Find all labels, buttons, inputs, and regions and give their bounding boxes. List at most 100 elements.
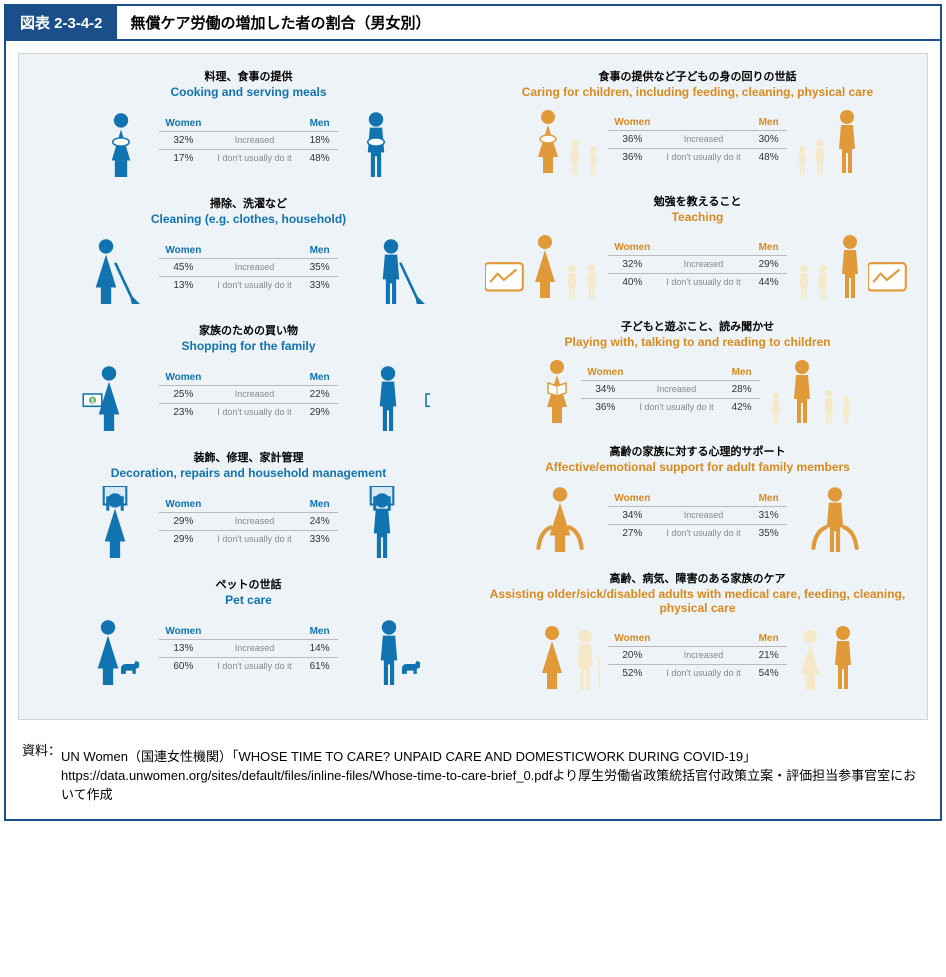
women-dont: 29% (159, 530, 207, 548)
row-increased: Increased (207, 639, 301, 657)
men-increased: 24% (302, 512, 338, 530)
col-men: Men (302, 370, 338, 386)
men-increased: 28% (724, 380, 760, 398)
row-dont: I don't usually do it (656, 273, 750, 291)
col-men: Men (302, 624, 338, 640)
col-women: Women (608, 631, 656, 647)
col-women: Women (159, 624, 207, 640)
panel-title-en: Playing with, talking to and reading to … (478, 335, 917, 349)
panel-title-en: Pet care (29, 593, 468, 607)
data-table: WomenMen 34%Increased31% 27%I don't usua… (608, 491, 786, 542)
panel-repair: 装飾、修理、家計管理 Decoration, repairs and house… (29, 449, 468, 558)
panel-title-en: Affective/emotional support for adult fa… (478, 460, 917, 474)
row-dont: I don't usually do it (207, 276, 301, 294)
pictogram-men-icon: $ (346, 359, 430, 431)
panel-title-en: Teaching (478, 210, 917, 224)
women-dont: 17% (159, 149, 207, 167)
women-increased: 25% (159, 385, 207, 403)
women-increased: 36% (608, 130, 656, 148)
women-increased: 13% (159, 639, 207, 657)
data-table: WomenMen 34%Increased28% 36%I don't usua… (581, 365, 759, 416)
pictogram-men-icon (795, 230, 910, 300)
panel-title-jp: 装飾、修理、家計管理 (29, 449, 468, 465)
figure-titlebar: 図表 2-3-4-2 無償ケア労働の増加した者の割合（男女別） (6, 6, 940, 41)
pictogram-men-icon (795, 480, 875, 552)
men-increased: 14% (302, 639, 338, 657)
panel-title-jp: 家族のための買い物 (29, 322, 468, 338)
row-increased: Increased (207, 512, 301, 530)
women-increased: 32% (608, 255, 656, 273)
panel-title-jp: ペットの世話 (29, 576, 468, 592)
women-increased: 45% (159, 258, 207, 276)
panel-assist: 高齢、病気、障害のある家族のケア Assisting older/sick/di… (478, 570, 917, 691)
pictogram-men-icon (346, 486, 418, 558)
women-dont: 40% (608, 273, 656, 291)
col-women: Women (608, 491, 656, 507)
data-table: WomenMen 45%Increased35% 13%I don't usua… (159, 243, 337, 294)
pictogram-women-icon (65, 613, 151, 685)
panel-title-jp: 料理、食事の提供 (29, 68, 468, 84)
row-dont: I don't usually do it (207, 657, 301, 675)
women-dont: 36% (581, 398, 629, 416)
row-dont: I don't usually do it (656, 148, 750, 166)
panel-play: 子どもと遊ぶこと、読み聞かせ Playing with, talking to … (478, 318, 917, 425)
panel-clean: 掃除、洗濯など Cleaning (e.g. clothes, househol… (29, 195, 468, 304)
source-label: 資料： (22, 742, 61, 805)
figure-number: 図表 2-3-4-2 (6, 6, 117, 39)
women-dont: 23% (159, 403, 207, 421)
women-dont: 36% (608, 148, 656, 166)
col-women: Women (159, 243, 207, 259)
pictogram-women-icon (91, 105, 151, 177)
panel-title-jp: 高齢の家族に対する心理的サポート (478, 443, 917, 459)
men-dont: 48% (751, 148, 787, 166)
panel-title-jp: 高齢、病気、障害のある家族のケア (478, 570, 917, 586)
women-increased: 29% (159, 512, 207, 530)
men-dont: 42% (724, 398, 760, 416)
panel-title-en: Decoration, repairs and household manage… (29, 466, 468, 480)
men-dont: 33% (302, 276, 338, 294)
pictogram-women-icon (61, 232, 151, 304)
row-dont: I don't usually do it (656, 524, 750, 542)
women-dont: 52% (608, 664, 656, 682)
pictogram-men-icon (768, 355, 854, 425)
col-men: Men (751, 240, 787, 256)
row-increased: Increased (656, 130, 750, 148)
data-table: WomenMen 20%Increased21% 52%I don't usua… (608, 631, 786, 682)
row-dont: I don't usually do it (207, 530, 301, 548)
pictogram-women-icon (532, 105, 600, 175)
men-increased: 35% (302, 258, 338, 276)
source-footer: 資料： UN Women（国連女性機関）「WHOSE TIME TO CARE?… (6, 732, 940, 819)
pictogram-women-icon (520, 480, 600, 552)
panel-title-en: Cleaning (e.g. clothes, household) (29, 212, 468, 226)
pictogram-women-icon: $ (67, 359, 151, 431)
data-table: WomenMen 36%Increased30% 36%I don't usua… (608, 115, 786, 166)
panel-title-jp: 食事の提供など子どもの身の回りの世話 (478, 68, 917, 84)
men-dont: 61% (302, 657, 338, 675)
men-dont: 35% (751, 524, 787, 542)
men-increased: 22% (302, 385, 338, 403)
women-increased: 34% (608, 506, 656, 524)
men-dont: 29% (302, 403, 338, 421)
row-increased: Increased (207, 131, 301, 149)
panel-childcare: 食事の提供など子どもの身の回りの世話 Caring for children, … (478, 68, 917, 175)
panel-title-en: Cooking and serving meals (29, 85, 468, 99)
men-dont: 44% (751, 273, 787, 291)
data-table: WomenMen 32%Increased29% 40%I don't usua… (608, 240, 786, 291)
pictogram-men-icon (346, 613, 432, 685)
pictogram-women-icon (536, 621, 600, 691)
women-increased: 20% (608, 646, 656, 664)
row-dont: I don't usually do it (656, 664, 750, 682)
women-increased: 34% (581, 380, 629, 398)
col-men: Men (724, 365, 760, 381)
row-increased: Increased (656, 646, 750, 664)
panel-title-jp: 勉強を教えること (478, 193, 917, 209)
row-increased: Increased (656, 255, 750, 273)
col-men: Men (751, 631, 787, 647)
panel-title-en: Assisting older/sick/disabled adults wit… (478, 587, 917, 615)
figure-container: 図表 2-3-4-2 無償ケア労働の増加した者の割合（男女別） 料理、食事の提供… (4, 4, 942, 821)
col-women: Women (608, 240, 656, 256)
col-women: Women (159, 370, 207, 386)
panel-title-jp: 掃除、洗濯など (29, 195, 468, 211)
panel-title-en: Shopping for the family (29, 339, 468, 353)
men-increased: 18% (302, 131, 338, 149)
